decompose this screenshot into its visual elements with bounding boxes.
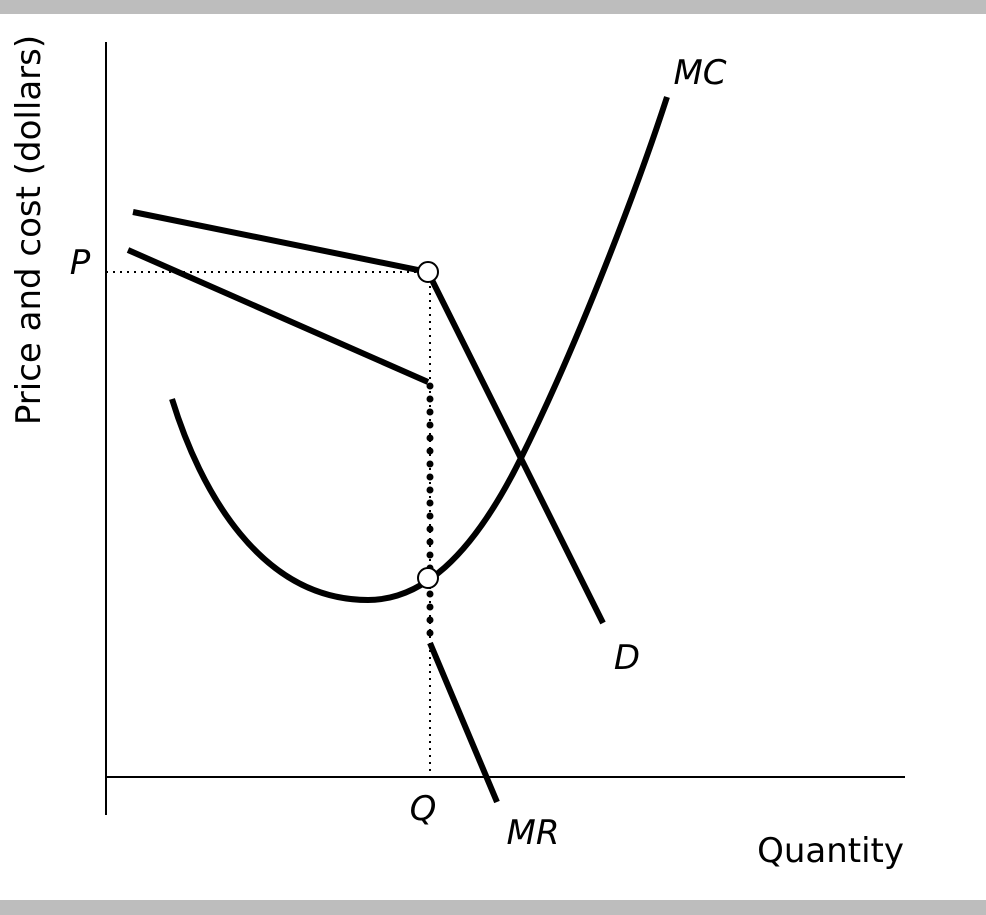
mc-label: MC <box>673 53 726 93</box>
mc-curve <box>169 96 670 604</box>
bottom-bar <box>0 900 986 915</box>
mr-lower <box>427 641 500 804</box>
quantity-label: Q <box>410 789 437 829</box>
kink-point <box>417 261 439 283</box>
top-bar <box>0 0 986 14</box>
mr-label: MR <box>507 813 560 853</box>
demand-curve <box>132 209 606 625</box>
demand-label: D <box>614 638 640 678</box>
x-axis-label: Quantity <box>757 831 904 871</box>
y-axis-label: Price and cost (dollars) <box>9 35 49 425</box>
mr-upper <box>126 247 430 385</box>
mc-point <box>417 567 439 589</box>
price-label: P <box>70 243 91 283</box>
